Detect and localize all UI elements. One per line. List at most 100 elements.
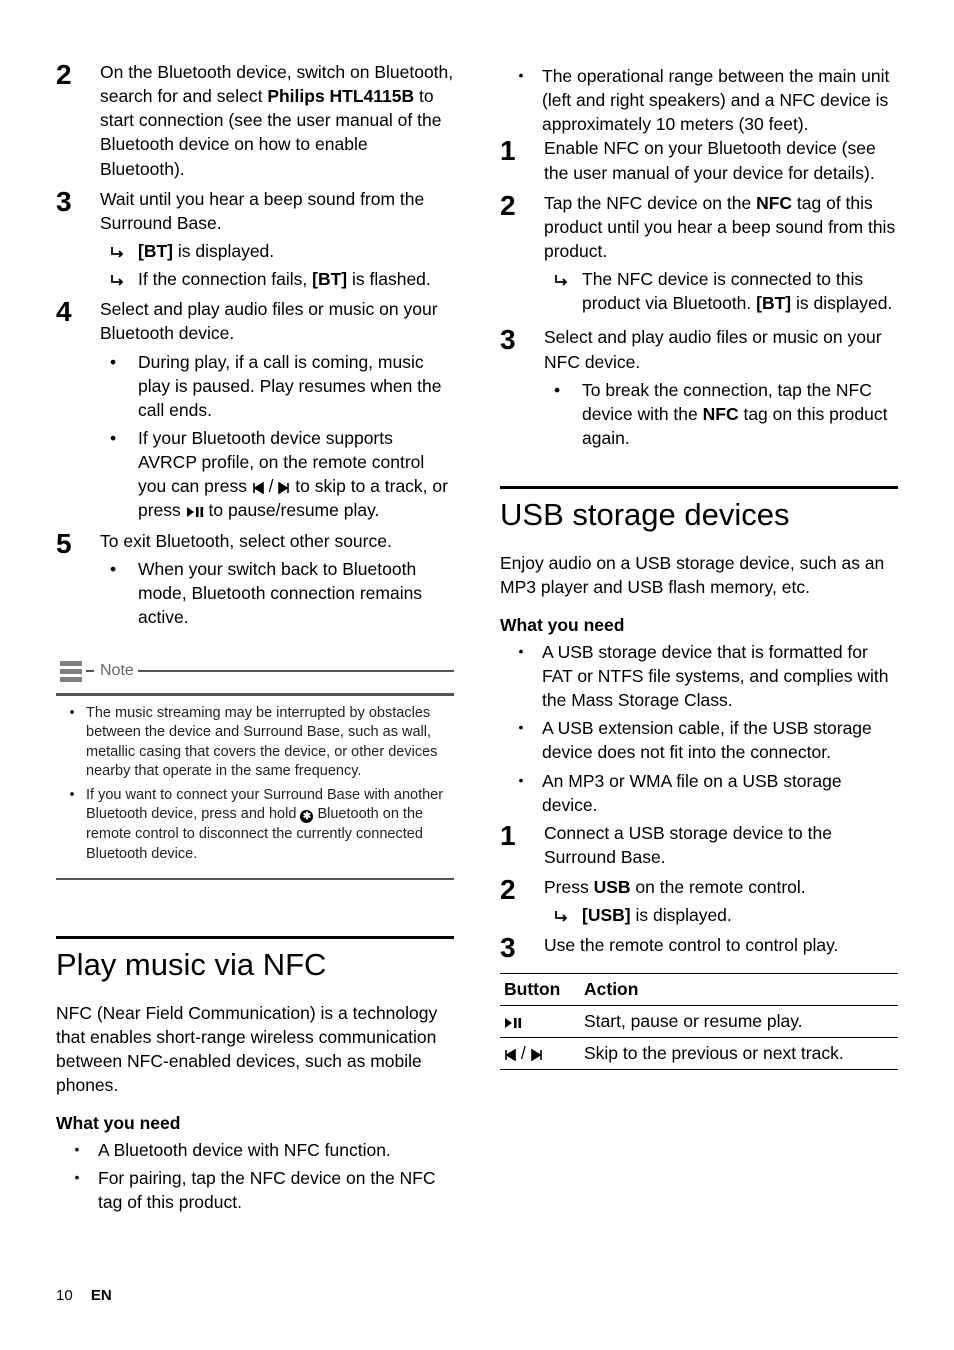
play-pause-icon — [504, 1017, 522, 1029]
text: Tap the NFC device on the — [544, 193, 756, 213]
text: During play, if a call is coming, music … — [138, 350, 454, 422]
text: The operational range between the main u… — [542, 64, 898, 136]
bullet-icon: • — [110, 426, 138, 523]
text: The music streaming may be interrupted b… — [86, 704, 454, 782]
section-title: Play music via NFC — [56, 947, 454, 983]
text: If you want to connect your Surround Bas… — [86, 786, 454, 864]
step-number: 2 — [500, 191, 544, 316]
text: is displayed. — [791, 293, 892, 313]
bullet-icon: • — [56, 1138, 98, 1162]
bt-step-5: 5 To exit Bluetooth, select other source… — [56, 529, 454, 630]
bullet-icon: • — [500, 769, 542, 817]
need-item: • The operational range between the main… — [500, 64, 898, 136]
sub-bullet: • If your Bluetooth device supports AVRC… — [110, 426, 454, 523]
button-cell — [500, 1005, 580, 1037]
sub-result: [BT] is displayed. — [110, 239, 454, 263]
step-body: Tap the NFC device on the NFC tag of thi… — [544, 191, 898, 316]
text: A USB extension cable, if the USB storag… — [542, 716, 898, 764]
text: A USB storage device that is formatted f… — [542, 640, 898, 712]
bullet-icon: • — [554, 378, 582, 450]
text: is displayed. — [631, 905, 732, 925]
bluetooth-icon: ✱ — [300, 810, 313, 823]
text: If the connection fails, [BT] is flashed… — [138, 267, 454, 291]
step-number: 1 — [500, 136, 544, 184]
need-item: • An MP3 or WMA file on a USB storage de… — [500, 769, 898, 817]
usb-section: USB storage devices Enjoy audio on a USB… — [500, 486, 898, 1070]
arrow-icon — [554, 267, 582, 315]
text: When your switch back to Bluetooth mode,… — [138, 557, 454, 629]
step-body: Use the remote control to control play. — [544, 933, 898, 962]
step-body: Select and play audio files or music on … — [100, 297, 454, 522]
note-header: Note — [56, 657, 454, 685]
text: on the remote control. — [631, 877, 806, 897]
language-code: EN — [91, 1287, 112, 1304]
note-icon — [60, 657, 82, 685]
note-label: Note — [100, 662, 134, 680]
sub-bullet: • During play, if a call is coming, musi… — [110, 350, 454, 422]
bt-step-2: 2 On the Bluetooth device, switch on Blu… — [56, 60, 454, 181]
prev-track-icon — [252, 482, 264, 494]
sub-bullet: • To break the connection, tap the NFC d… — [554, 378, 898, 450]
step-body: Wait until you hear a beep sound from th… — [100, 187, 454, 292]
bullet-icon: • — [110, 557, 138, 629]
usb-step-1: 1 Connect a USB storage device to the Su… — [500, 821, 898, 869]
usb-step-2: 2 Press USB on the remote control. [USB]… — [500, 875, 898, 927]
text: [BT] is displayed. — [138, 239, 454, 263]
arrow-icon — [110, 267, 138, 291]
step-number: 1 — [500, 821, 544, 869]
right-column: • The operational range between the main… — [500, 60, 898, 1215]
tag-name: NFC — [756, 193, 792, 213]
button-name: Bluetooth — [313, 806, 378, 822]
nfc-step-2: 2 Tap the NFC device on the NFC tag of t… — [500, 191, 898, 316]
prev-track-icon — [504, 1049, 516, 1061]
intro-text: Enjoy audio on a USB storage device, suc… — [500, 551, 898, 599]
page-footer: 10 EN — [56, 1287, 112, 1304]
left-column: 2 On the Bluetooth device, switch on Blu… — [56, 60, 454, 1215]
step-number: 3 — [56, 187, 100, 292]
next-track-icon — [531, 1049, 543, 1061]
product-name: Philips HTL4115B — [267, 86, 414, 106]
button-action-table: Button Action Start, pause or resume pla… — [500, 973, 898, 1070]
arrow-icon — [110, 239, 138, 263]
table-row: Start, pause or resume play. — [500, 1005, 898, 1037]
button-name: USB — [594, 877, 631, 897]
need-item: • A USB extension cable, if the USB stor… — [500, 716, 898, 764]
subheading: What you need — [500, 615, 898, 636]
nfc-step-1: 1 Enable NFC on your Bluetooth device (s… — [500, 136, 898, 184]
bullet-icon: • — [500, 64, 542, 136]
text: tag of this product. — [98, 1192, 242, 1212]
rule — [56, 936, 454, 939]
text: For pairing, tap the NFC device on the N… — [98, 1166, 454, 1214]
note-body: • The music streaming may be interrupted… — [56, 704, 454, 881]
text: Wait until you hear a beep sound from th… — [100, 189, 424, 233]
nfc-step-3: 3 Select and play audio files or music o… — [500, 325, 898, 450]
note-item: • The music streaming may be interrupted… — [58, 704, 454, 782]
step-number: 2 — [500, 875, 544, 927]
nfc-section: Play music via NFC NFC (Near Field Commu… — [56, 936, 454, 1214]
tag-name: NFC — [400, 1168, 436, 1188]
rule — [56, 693, 454, 696]
text: [USB] is displayed. — [582, 903, 898, 927]
rule — [500, 486, 898, 489]
next-track-icon — [278, 482, 290, 494]
sub-result: The NFC device is connected to this prod… — [554, 267, 898, 315]
play-pause-icon — [186, 506, 204, 518]
table-row: / Skip to the previous or next track. — [500, 1037, 898, 1069]
action-cell: Skip to the previous or next track. — [580, 1037, 898, 1069]
text: To exit Bluetooth, select other source. — [100, 531, 392, 551]
need-item: • A Bluetooth device with NFC function. — [56, 1138, 454, 1162]
step-body: On the Bluetooth device, switch on Bluet… — [100, 60, 454, 181]
rule — [138, 670, 454, 673]
step-body: To exit Bluetooth, select other source. … — [100, 529, 454, 630]
sub-result: [USB] is displayed. — [554, 903, 898, 927]
display-code: [BT] — [138, 241, 173, 261]
need-item: • A USB storage device that is formatted… — [500, 640, 898, 712]
bt-step-3: 3 Wait until you hear a beep sound from … — [56, 187, 454, 292]
bullet-icon: • — [110, 350, 138, 422]
bullet-icon: • — [500, 716, 542, 764]
display-code: [BT] — [312, 269, 347, 289]
page-number: 10 — [56, 1287, 73, 1304]
text: To break the connection, tap the NFC dev… — [582, 378, 898, 450]
text: A Bluetooth device with NFC function. — [98, 1138, 454, 1162]
subheading: What you need — [56, 1113, 454, 1134]
